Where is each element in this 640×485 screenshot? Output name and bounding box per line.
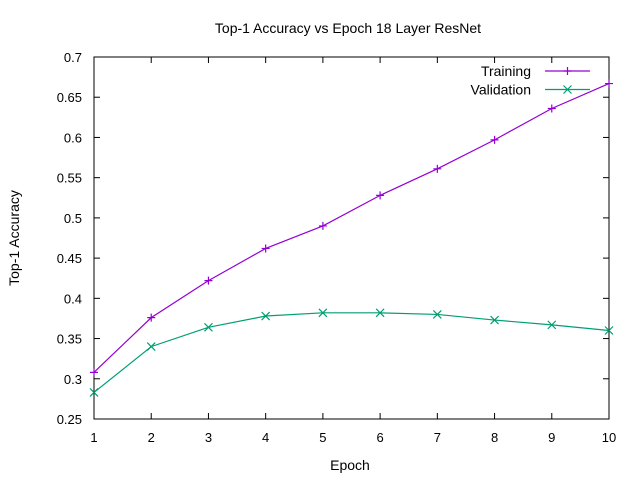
validation-point	[146, 342, 156, 352]
training-point	[318, 221, 327, 230]
validation-point	[204, 322, 213, 332]
x-axis-ticks: 1 2 3 4 5 6 7 8 9 10	[90, 57, 616, 445]
legend: Training Validation	[471, 63, 590, 98]
y-tick-label: 0.7	[64, 50, 82, 65]
training-point	[605, 79, 613, 88]
legend-label-training: Training	[481, 63, 531, 79]
validation-point	[547, 320, 557, 330]
legend-label-validation: Validation	[471, 82, 531, 98]
validation-point	[432, 309, 442, 319]
plot-frame	[93, 56, 610, 420]
validation-point	[490, 315, 499, 325]
training-point	[433, 164, 442, 173]
y-tick-label: 0.45	[57, 251, 82, 266]
y-tick-label: 0.65	[57, 90, 82, 105]
x-tick-label: 5	[319, 430, 326, 445]
y-tick-label: 0.25	[57, 412, 82, 427]
training-point	[490, 135, 499, 144]
x-tick-label: 10	[602, 430, 616, 445]
x-tick-label: 7	[434, 430, 441, 445]
x-tick-label: 4	[262, 430, 269, 445]
validation-point	[375, 308, 385, 318]
x-axis-label: Epoch	[330, 457, 370, 473]
legend-marker-training	[563, 67, 572, 75]
x-tick-label: 2	[148, 430, 155, 445]
y-tick-label: 0.5	[64, 211, 82, 226]
chart-title: Top-1 Accuracy vs Epoch 18 Layer ResNet	[215, 20, 481, 36]
validation-point	[318, 308, 328, 318]
training-point	[261, 244, 270, 253]
training-point	[90, 368, 98, 377]
x-tick-label: 1	[90, 430, 97, 445]
validation-point	[261, 311, 271, 321]
x-tick-label: 8	[491, 430, 498, 445]
validation-point	[604, 326, 614, 335]
training-point	[204, 276, 213, 285]
validation-point	[89, 388, 99, 397]
x-tick-label: 3	[205, 430, 212, 445]
training-series	[90, 79, 613, 377]
legend-marker-validation	[563, 85, 572, 94]
validation-series	[89, 308, 614, 397]
training-point	[547, 104, 556, 113]
x-tick-label: 6	[376, 430, 383, 445]
training-point	[147, 313, 156, 322]
validation-line	[93, 312, 610, 393]
training-point	[376, 191, 385, 200]
training-line	[93, 82, 610, 373]
y-axis-label: Top-1 Accuracy	[6, 190, 22, 286]
y-tick-label: 0.3	[64, 372, 82, 387]
series-layer	[89, 79, 614, 397]
y-tick-label: 0.55	[57, 171, 82, 186]
y-tick-label: 0.35	[57, 332, 82, 347]
y-tick-label: 0.6	[64, 130, 82, 145]
y-axis-ticks: 0.25 0.3 0.35 0.4 0.45 0.5 0.55 0.6 0.65 0.7	[57, 50, 609, 427]
y-tick-label: 0.4	[64, 291, 82, 306]
x-tick-label: 9	[548, 430, 555, 445]
